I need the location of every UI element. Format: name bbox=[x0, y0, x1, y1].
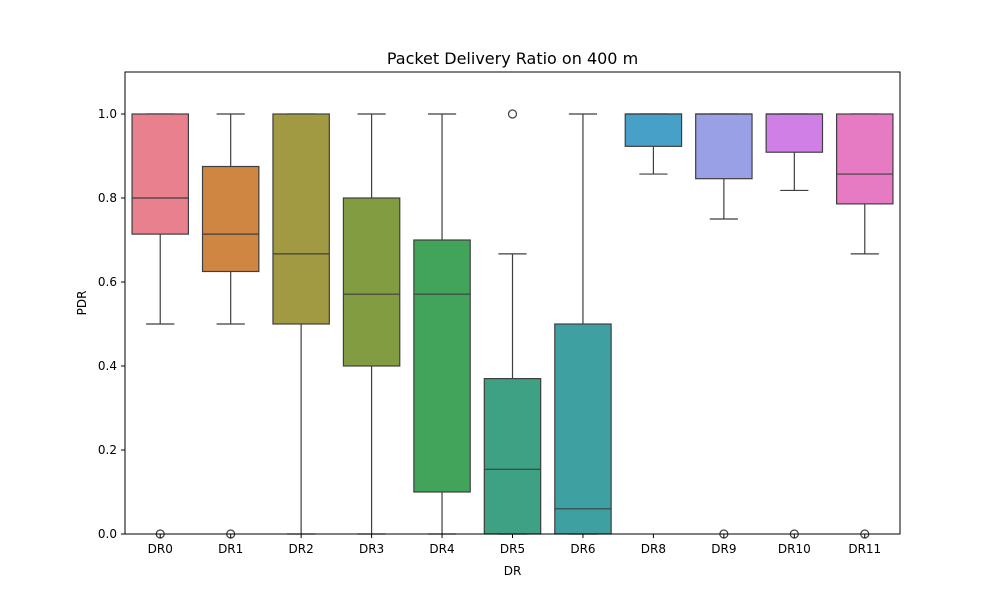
box-dr8 bbox=[624, 113, 683, 175]
x-axis-label: DR bbox=[504, 564, 522, 578]
y-axis-label: PDR bbox=[75, 291, 89, 316]
box-iqr bbox=[554, 323, 612, 535]
y-tick-label: 1.0 bbox=[98, 107, 117, 121]
box-iqr bbox=[131, 113, 190, 235]
x-tick-label: DR1 bbox=[218, 542, 243, 556]
x-axis: DR0 DR1 DR2 DR3 DR4 DR5 DR6 DR8 DR9 DR10 DR11 bbox=[148, 534, 881, 556]
box-dr3 bbox=[342, 113, 401, 535]
x-tick-label: DR4 bbox=[429, 542, 454, 556]
box-iqr bbox=[272, 113, 330, 325]
y-tick-label: 0.6 bbox=[98, 275, 117, 289]
box-iqr bbox=[624, 113, 683, 147]
box-iqr bbox=[695, 113, 753, 180]
x-tick-label: DR0 bbox=[148, 542, 173, 556]
y-tick-label: 0.0 bbox=[98, 527, 117, 541]
x-tick-label: DR11 bbox=[848, 542, 881, 556]
x-tick-label: DR2 bbox=[289, 542, 314, 556]
box-dr11 bbox=[835, 113, 894, 539]
box-dr4 bbox=[413, 113, 471, 535]
x-tick-label: DR10 bbox=[778, 542, 811, 556]
y-tick-label: 0.2 bbox=[98, 443, 117, 457]
box-dr1 bbox=[201, 113, 260, 539]
x-tick-label: DR5 bbox=[500, 542, 525, 556]
x-tick-label: DR3 bbox=[359, 542, 384, 556]
box-iqr bbox=[413, 239, 471, 493]
outlier-point bbox=[507, 109, 518, 119]
y-axis: 0.0 0.2 0.4 0.6 0.8 1.0 bbox=[98, 107, 125, 541]
chart-title: Packet Delivery Ratio on 400 m bbox=[387, 49, 638, 68]
box-dr9 bbox=[695, 113, 753, 539]
x-tick-label: DR9 bbox=[711, 542, 736, 556]
box-iqr bbox=[201, 165, 260, 273]
y-tick-label: 0.8 bbox=[98, 191, 117, 205]
box-iqr bbox=[765, 113, 824, 153]
box-iqr bbox=[342, 197, 401, 367]
plot-area bbox=[131, 109, 894, 539]
y-tick-label: 0.4 bbox=[98, 359, 117, 373]
x-tick-label: DR8 bbox=[641, 542, 666, 556]
box-dr2 bbox=[272, 113, 330, 535]
box-iqr bbox=[483, 378, 542, 535]
x-tick-label: DR6 bbox=[570, 542, 595, 556]
box-iqr bbox=[835, 113, 894, 205]
